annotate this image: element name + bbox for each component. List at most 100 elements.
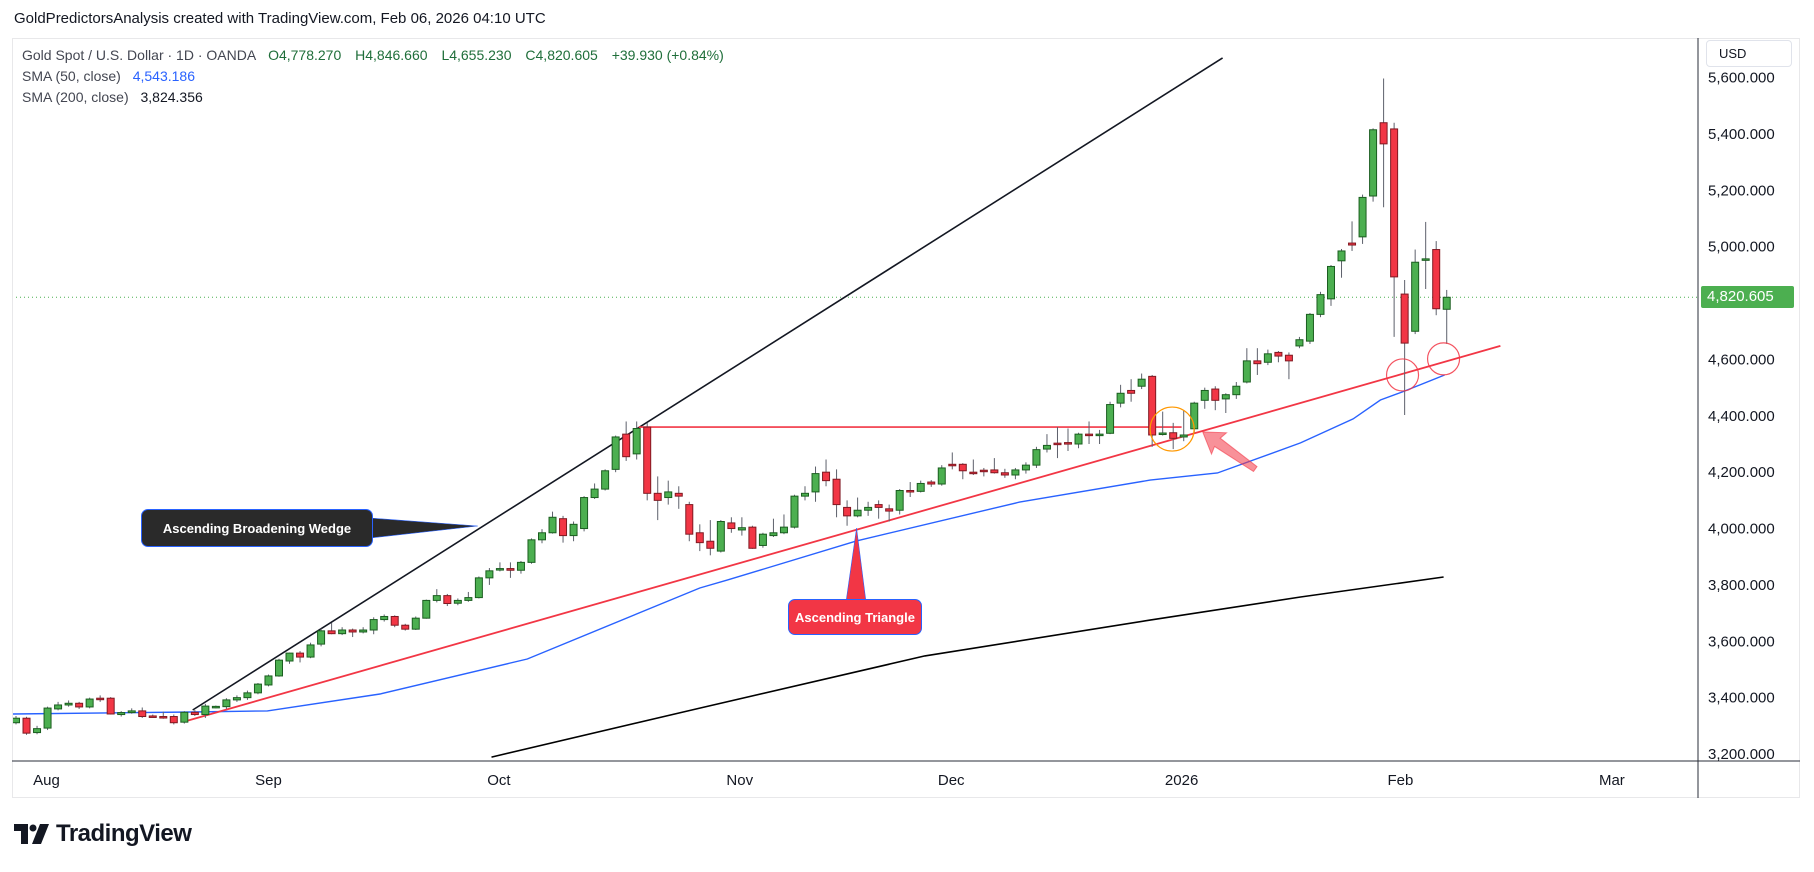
candle (43, 706, 52, 731)
candle-body-up (664, 491, 673, 499)
ascending-trendline (183, 345, 1501, 723)
tradingview-logo[interactable]: TradingView (14, 820, 192, 848)
wedge-callout[interactable]: Ascending Broadening Wedge (141, 509, 373, 547)
candle (653, 476, 662, 521)
time-tick-label: Feb (1388, 772, 1414, 789)
candle (464, 591, 473, 602)
candle (864, 501, 873, 516)
candle-body-up (422, 599, 431, 619)
legend-row-sma50[interactable]: SMA (50, close) 4,543.186 (22, 66, 734, 87)
candle (22, 716, 31, 735)
legend-row-sma200[interactable]: SMA (200, close) 3,824.356 (22, 87, 734, 108)
candle-body-down (1274, 351, 1283, 357)
candle-body-down (990, 469, 999, 474)
candle (96, 695, 105, 702)
wedge-upper-trendline (192, 57, 1224, 711)
candle (117, 711, 126, 717)
red-highlight-circle (1426, 342, 1461, 376)
candle (1337, 248, 1346, 278)
candle (380, 614, 389, 622)
candle (1053, 427, 1062, 459)
currency-button[interactable]: USD (1706, 40, 1792, 67)
price-tick-label: 3,600.000 (1708, 633, 1775, 650)
candle-body-down (1400, 293, 1409, 344)
candle-body-down (653, 492, 662, 501)
candle-body-up (590, 488, 599, 499)
candle-body-up (380, 615, 389, 621)
candle-body-up (211, 705, 220, 709)
candle (516, 560, 525, 574)
pink-arrow-icon (1201, 431, 1258, 473)
candle (538, 529, 546, 544)
candle (1369, 128, 1378, 202)
candle-body-down (906, 490, 915, 493)
candle (1284, 352, 1293, 380)
price-tick-label: 5,200.000 (1708, 182, 1775, 199)
candle-body-down (958, 463, 967, 472)
candle-body-up (811, 473, 820, 493)
candle (885, 504, 894, 522)
orange-highlight-circle (1149, 406, 1195, 452)
candle-body-up (527, 539, 536, 563)
candle-body-up (85, 698, 94, 708)
tradingview-logo-text: TradingView (56, 820, 192, 847)
candle-body-down (1284, 354, 1293, 362)
candle-body-up (801, 492, 809, 497)
candle-body-up (13, 717, 20, 724)
candle-body-down (1390, 128, 1399, 278)
candle-body-up (1305, 313, 1314, 342)
candle-body-down (948, 463, 957, 467)
candle (485, 568, 494, 585)
candle (327, 622, 336, 635)
candle-body-up (580, 497, 589, 530)
candle-body-up (758, 533, 767, 546)
candle (127, 708, 136, 714)
candle-body-up (275, 659, 283, 677)
candle-body-up (117, 712, 126, 716)
candle (1085, 421, 1094, 445)
candle-body-down (1053, 442, 1062, 446)
candle (85, 697, 94, 709)
candle (1106, 401, 1115, 435)
candle (1211, 386, 1220, 411)
candle (1148, 374, 1157, 447)
red-highlight-circle (1385, 358, 1420, 392)
candle (843, 500, 852, 526)
candle (548, 511, 557, 534)
candle (727, 517, 736, 533)
candle-body-up (1095, 433, 1104, 437)
candle (495, 562, 504, 572)
candle-body-down (75, 702, 84, 708)
candle (54, 701, 63, 711)
candle-body-up (1327, 265, 1335, 300)
tradingview-logo-icon (14, 824, 49, 844)
candle (801, 486, 809, 501)
candle-body-down (1169, 432, 1178, 439)
time-tick-label: Sep (255, 772, 282, 789)
candle (990, 458, 999, 474)
candle-body-down (843, 506, 852, 517)
candle-body-up (1369, 129, 1378, 197)
candle (401, 623, 410, 631)
candle-body-up (611, 436, 620, 470)
candle (1032, 446, 1041, 468)
candle (1127, 379, 1136, 402)
time-tick-label: Dec (938, 772, 965, 789)
candle (232, 695, 241, 702)
candle-body-up (1263, 353, 1272, 363)
price-tick-label: 4,200.000 (1708, 464, 1775, 481)
candle (1000, 468, 1009, 478)
candle (580, 496, 589, 532)
candle (1116, 384, 1125, 408)
candle-body-up (180, 711, 189, 723)
candle (937, 465, 946, 486)
candle (75, 701, 84, 709)
triangle-callout[interactable]: Ascending Triangle (788, 599, 922, 635)
candle (643, 422, 652, 501)
candle-body-up (495, 568, 504, 571)
candle (1095, 429, 1104, 445)
candle-body-up (548, 516, 557, 534)
candle (1390, 122, 1399, 337)
candle-body-down (643, 426, 652, 494)
